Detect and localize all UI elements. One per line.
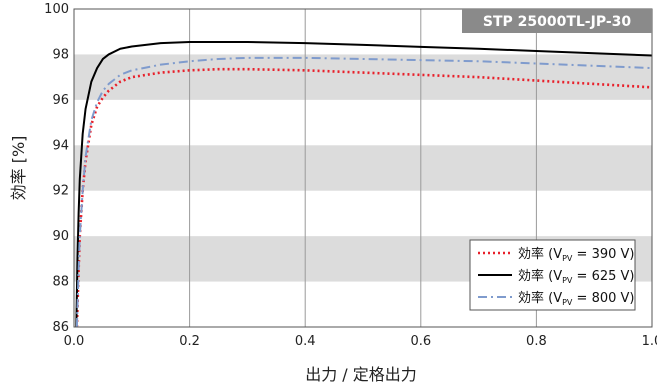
legend-label-sub: PV <box>562 276 573 285</box>
legend-label-suffix: = 390 V) <box>572 247 634 262</box>
x-tick-label: 0.6 <box>410 334 431 349</box>
series-line-2 <box>75 56 653 328</box>
band-2 <box>74 54 652 100</box>
series-line-0 <box>75 67 653 328</box>
legend-label-0: 効率 (VPV = 390 V) <box>518 246 634 263</box>
y-tick-label: 94 <box>52 138 69 153</box>
legend-label-2: 効率 (VPV = 800 V) <box>518 290 634 307</box>
y-axis-title: 効率 [%] <box>9 136 28 201</box>
series-line-1 <box>75 40 653 328</box>
x-axis-title: 出力 / 定格出力 <box>305 365 417 384</box>
legend-label-1: 効率 (VPV = 625 V) <box>518 268 634 285</box>
x-tick-label: 1.0 <box>642 334 657 349</box>
y-tick-label: 92 <box>52 184 69 199</box>
legend-label-sub: PV <box>562 254 573 263</box>
legend-label-suffix: = 625 V) <box>572 269 634 284</box>
y-tick-label: 98 <box>52 47 69 62</box>
x-tick-label: 0.2 <box>179 334 200 349</box>
legend-label-prefix: 効率 (V <box>518 290 562 306</box>
y-tick-label: 90 <box>52 229 69 244</box>
x-tick-label: 0.0 <box>64 334 85 349</box>
plot-frame <box>73 8 653 328</box>
series-layer <box>75 40 653 328</box>
y-tick-label: 86 <box>52 320 69 335</box>
model-label: STP 25000TL-JP-30 <box>483 14 632 30</box>
x-tick-label: 0.4 <box>295 334 316 349</box>
x-tick-label: 0.8 <box>526 334 547 349</box>
y-tick-labels: 86 88 90 92 94 96 98 100 <box>44 2 69 335</box>
legend-label-prefix: 効率 (V <box>518 268 562 284</box>
band-1 <box>74 145 652 191</box>
model-label-background <box>462 9 652 33</box>
y-tick-label: 100 <box>44 2 69 17</box>
x-tick-labels: 0.0 0.2 0.4 0.6 0.8 1.0 <box>64 334 657 349</box>
y-tick-label: 96 <box>52 93 69 108</box>
y-tick-label: 88 <box>52 275 69 290</box>
legend-label-prefix: 効率 (V <box>518 246 562 262</box>
model-label-box: STP 25000TL-JP-30 <box>462 9 652 33</box>
legend: 効率 (VPV = 390 V)効率 (VPV = 625 V)効率 (VPV … <box>469 239 636 311</box>
legend-label-suffix: = 800 V) <box>572 291 634 306</box>
legend-label-sub: PV <box>562 298 573 307</box>
